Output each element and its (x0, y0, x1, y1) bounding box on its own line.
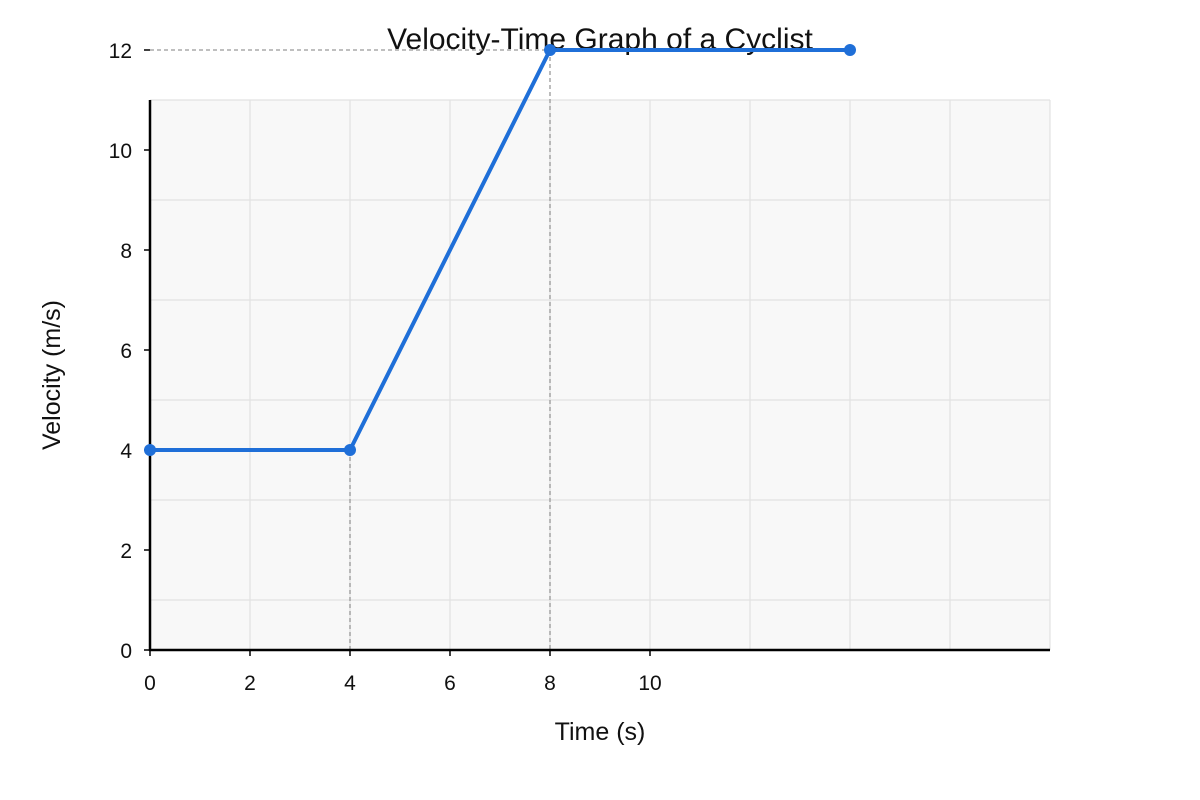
y-tick-label: 8 (120, 240, 132, 263)
plot-area (150, 100, 1050, 650)
x-axis-ticks: 0 2 4 6 8 10 (144, 650, 662, 695)
y-tick-label: 2 (120, 540, 132, 563)
grid-lines (150, 99, 1051, 650)
x-axis-label: Time (s) (555, 718, 646, 746)
reference-lines (150, 49, 551, 650)
y-tick-label: 0 (120, 640, 132, 663)
series-layer (144, 44, 856, 456)
x-tick-label: 10 (638, 672, 661, 695)
data-point (544, 44, 556, 56)
data-point (344, 444, 356, 456)
data-point (844, 44, 856, 56)
series-line (148, 48, 852, 452)
x-tick-label: 6 (444, 672, 456, 695)
x-tick-label: 0 (144, 672, 156, 695)
y-tick-label: 4 (120, 440, 132, 463)
x-tick-label: 2 (244, 672, 256, 695)
y-axis-ticks: 0 2 4 6 8 10 12 (109, 40, 150, 663)
data-point (144, 444, 156, 456)
x-tick-label: 8 (544, 672, 556, 695)
y-axis-label: Velocity (m/s) (38, 300, 66, 450)
axes (148, 100, 1050, 652)
y-tick-label: 12 (109, 40, 132, 63)
y-tick-label: 6 (120, 340, 132, 363)
y-tick-label: 10 (109, 140, 132, 163)
x-tick-label: 4 (344, 672, 356, 695)
